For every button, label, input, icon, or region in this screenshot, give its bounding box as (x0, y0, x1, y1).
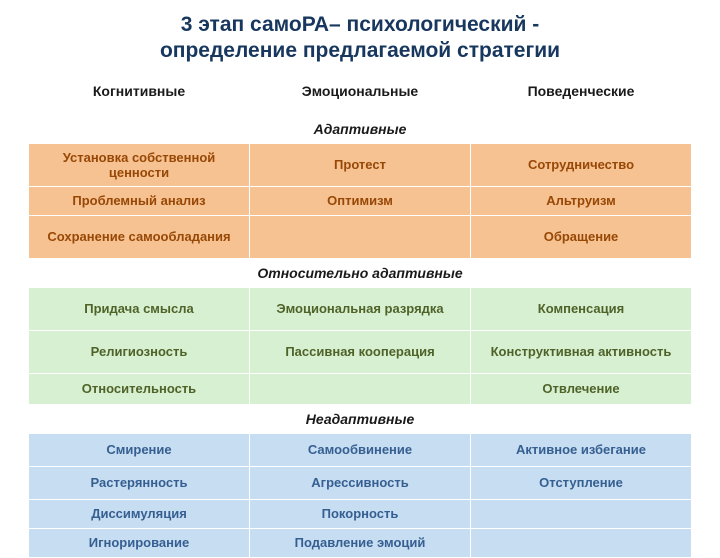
table-row: Относительность Отвлечение (29, 373, 692, 404)
table-header-row: Когнитивные Эмоциональные Поведенческие (29, 67, 692, 114)
cell: Сохранение самообладания (29, 215, 250, 258)
cell: Активное избегание (471, 433, 692, 466)
cell: Проблемный анализ (29, 186, 250, 215)
header-cell: Поведенческие (471, 67, 692, 114)
cell: Смирение (29, 433, 250, 466)
cell: Оптимизм (250, 186, 471, 215)
table-row: Религиозность Пассивная кооперация Конст… (29, 330, 692, 373)
page: 3 этап самоРА– психологический - определ… (0, 0, 720, 540)
section-label: Относительно адаптивные (29, 258, 692, 287)
table-row: Сохранение самообладания Обращение (29, 215, 692, 258)
cell: Сотрудничество (471, 143, 692, 186)
cell: Отвлечение (471, 373, 692, 404)
table-row: Диссимуляция Покорность (29, 499, 692, 528)
cell: Растерянность (29, 466, 250, 499)
cell: Конструктивная активность (471, 330, 692, 373)
cell: Подавление эмоций (250, 528, 471, 557)
cell: Религиозность (29, 330, 250, 373)
header-cell: Когнитивные (29, 67, 250, 114)
cell: Покорность (250, 499, 471, 528)
cell: Эмоциональная разрядка (250, 287, 471, 330)
table-row: Растерянность Агрессивность Отступление (29, 466, 692, 499)
coping-table-wrap: Когнитивные Эмоциональные Поведенческие … (28, 67, 692, 558)
title-line-2: определение предлагаемой стратегии (28, 38, 692, 64)
cell (471, 499, 692, 528)
cell: Относительность (29, 373, 250, 404)
table-row: Смирение Самообвинение Активное избегани… (29, 433, 692, 466)
cell: Игнорирование (29, 528, 250, 557)
cell: Диссимуляция (29, 499, 250, 528)
cell: Обращение (471, 215, 692, 258)
table-row: Проблемный анализ Оптимизм Альтруизм (29, 186, 692, 215)
cell (250, 215, 471, 258)
table-row: Придача смысла Эмоциональная разрядка Ко… (29, 287, 692, 330)
cell: Придача смысла (29, 287, 250, 330)
cell: Пассивная кооперация (250, 330, 471, 373)
cell (471, 528, 692, 557)
cell: Альтруизм (471, 186, 692, 215)
section-header-non-adaptive: Неадаптивные (29, 404, 692, 433)
header-cell: Эмоциональные (250, 67, 471, 114)
title-line-1: 3 этап самоРА– психологический - (28, 12, 692, 38)
section-label: Неадаптивные (29, 404, 692, 433)
table-row: Установка собственной ценности Протест С… (29, 143, 692, 186)
coping-table: Когнитивные Эмоциональные Поведенческие … (28, 67, 692, 558)
cell: Отступление (471, 466, 692, 499)
cell: Самообвинение (250, 433, 471, 466)
cell: Компенсация (471, 287, 692, 330)
section-label: Адаптивные (29, 114, 692, 143)
table-row: Игнорирование Подавление эмоций (29, 528, 692, 557)
cell (250, 373, 471, 404)
cell: Агрессивность (250, 466, 471, 499)
section-header-adaptive: Адаптивные (29, 114, 692, 143)
section-header-relatively-adaptive: Относительно адаптивные (29, 258, 692, 287)
cell: Протест (250, 143, 471, 186)
cell: Установка собственной ценности (29, 143, 250, 186)
